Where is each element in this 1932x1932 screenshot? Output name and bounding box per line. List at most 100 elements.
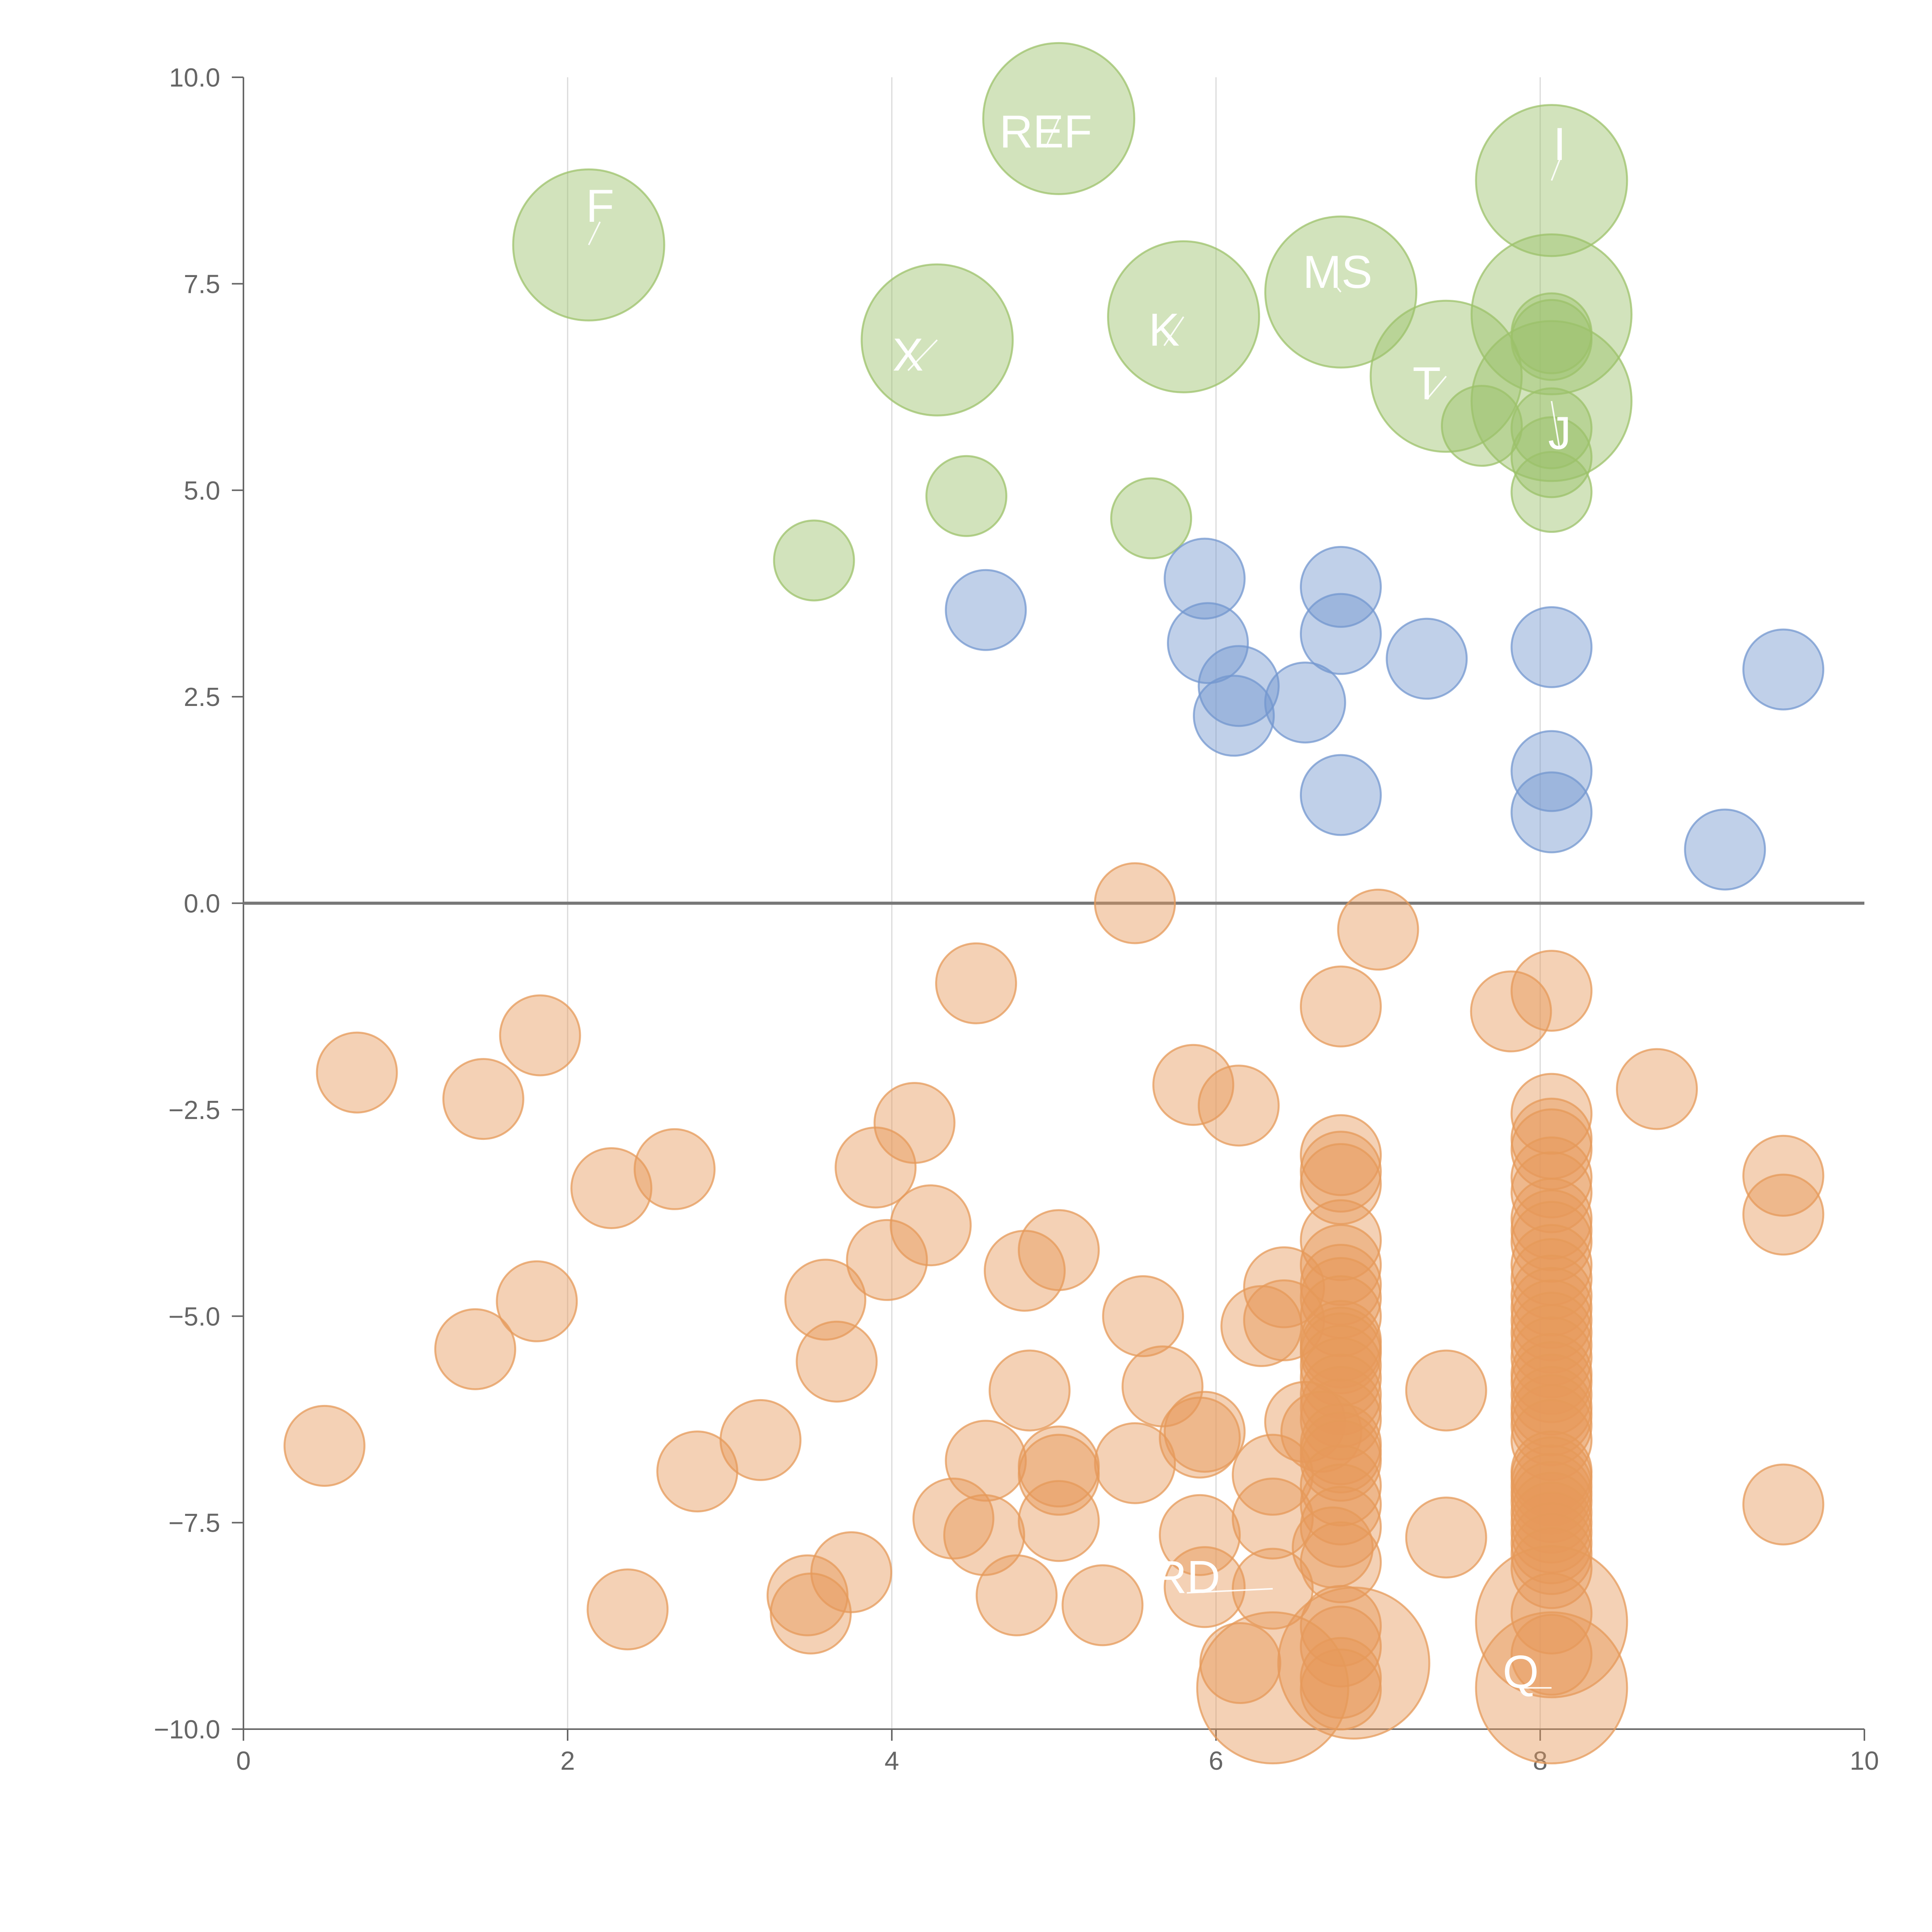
scatter-point-orange: [1300, 1486, 1382, 1568]
scatter-point-orange: [784, 1259, 867, 1341]
annotation-label: REF: [1000, 106, 1092, 158]
annotation-label: I: [1553, 118, 1566, 170]
scatter-point-orange: [1405, 1497, 1487, 1579]
x-tick-label: 6: [1209, 1746, 1223, 1776]
scatter-point-blue: [1510, 606, 1593, 688]
annotation-leader: [1551, 401, 1561, 449]
scatter-point-orange: [1475, 1611, 1628, 1765]
scatter-point-orange: [316, 1031, 398, 1114]
scatter-point-blue: [1264, 662, 1346, 744]
x-tick-label: 10: [1850, 1746, 1879, 1776]
scatter-point-orange: [1510, 1572, 1593, 1655]
scatter-point-orange: [1300, 1585, 1382, 1667]
scatter-point-orange: [1510, 1267, 1593, 1349]
scatter-point-blue: [1193, 675, 1275, 757]
scatter-point-orange: [983, 1230, 1066, 1312]
scatter-point-orange: [846, 1219, 928, 1301]
scatter-point-green: [1510, 387, 1593, 469]
scatter-point-orange: [1231, 1477, 1314, 1560]
scatter-point-orange: [796, 1320, 878, 1403]
scatter-point-orange: [633, 1128, 716, 1210]
scatter-point-orange: [1510, 1316, 1593, 1399]
scatter-point-green: [1440, 385, 1523, 467]
scatter-point-orange: [1510, 1354, 1593, 1436]
scatter-point-orange: [1197, 1065, 1280, 1147]
scatter-point-orange: [1510, 1481, 1593, 1564]
scatter-point-orange: [935, 942, 1017, 1024]
annotation-leader: [1551, 160, 1561, 181]
scatter-point-orange: [1337, 888, 1419, 971]
scatter-point-blue: [1510, 730, 1593, 812]
scatter-point-orange: [1159, 1396, 1241, 1479]
y-tick-label: −7.5: [168, 1509, 220, 1538]
scatter-point-orange: [1742, 1134, 1825, 1217]
scatter-point-orange: [1300, 1648, 1382, 1731]
scatter-point-orange: [1163, 1546, 1246, 1628]
scatter-point-orange: [889, 1184, 972, 1267]
scatter-point-orange: [434, 1308, 516, 1390]
scatter-point-orange: [766, 1554, 849, 1636]
annotation-label: K: [1149, 304, 1180, 356]
annotation-label: F: [586, 180, 614, 232]
scatter-point-orange: [1510, 1461, 1593, 1543]
scatter-point-orange: [1220, 1285, 1303, 1367]
annotation-label: RD: [1153, 1551, 1220, 1603]
scatter-point-orange: [1018, 1434, 1100, 1516]
scatter-point-orange: [976, 1554, 1058, 1636]
y-tick-label: 7.5: [184, 269, 220, 299]
annotation-leader: [588, 221, 601, 245]
scatter-point-green: [1110, 477, 1192, 560]
scatter-point-green: [1470, 233, 1633, 395]
scatter-point-blue: [1684, 808, 1766, 891]
scatter-point-orange: [1616, 1048, 1698, 1130]
scatter-point-orange: [1163, 1391, 1246, 1473]
annotation-leader: [1187, 1588, 1273, 1594]
y-tick-label: −10.0: [154, 1715, 220, 1744]
y-tick-label: −5.0: [168, 1302, 220, 1331]
scatter-point-orange: [1742, 1463, 1825, 1546]
scatter-point-orange: [1475, 1545, 1628, 1699]
scatter-point-blue: [1163, 537, 1246, 620]
scatter-point-orange: [1300, 1605, 1382, 1688]
scatter-point-blue: [1300, 546, 1382, 628]
scatter-point-orange: [1300, 1420, 1382, 1502]
annotation-label: MS: [1303, 246, 1372, 298]
scatter-point-orange: [1470, 970, 1552, 1053]
scatter-point-orange: [1300, 1354, 1382, 1436]
annotation-leader: [1426, 376, 1447, 400]
scatter-point-orange: [835, 1126, 917, 1209]
scatter-point-blue: [1510, 771, 1593, 854]
scatter-point-orange: [1061, 1564, 1144, 1646]
scatter-point-orange: [1510, 1178, 1593, 1260]
scatter-point-orange: [770, 1572, 852, 1655]
scatter-point-green: [925, 455, 1007, 537]
annotation-label: X: [893, 329, 923, 381]
scatter-point-orange: [1300, 1463, 1382, 1546]
annotation-leader: [907, 339, 938, 371]
scatter-point-orange: [1510, 1254, 1593, 1337]
scatter-point-orange: [499, 994, 581, 1077]
scatter-point-blue: [1167, 602, 1249, 684]
scatter-point-blue: [1386, 617, 1468, 700]
scatter-point-orange: [1405, 1349, 1487, 1432]
scatter-point-orange: [1510, 950, 1593, 1032]
scatter-point-blue: [1742, 628, 1825, 711]
scatter-point-blue: [945, 569, 1027, 651]
scatter-point-orange: [1300, 1337, 1382, 1419]
scatter-point-orange: [1300, 1114, 1382, 1196]
scatter-point-orange: [1300, 1521, 1382, 1604]
x-tick-label: 0: [236, 1746, 251, 1776]
scatter-point-orange: [1300, 1199, 1382, 1281]
scatter-point-orange: [943, 1494, 1026, 1576]
annotation-label: J: [1548, 407, 1571, 459]
scatter-point-orange: [1510, 1073, 1593, 1155]
scatter-point-orange: [283, 1405, 366, 1487]
scatter-point-green: [773, 519, 855, 602]
scatter-point-orange: [496, 1260, 578, 1342]
scatter-point-orange: [1199, 1622, 1281, 1704]
scatter-point-orange: [1102, 1275, 1184, 1357]
scatter-point-green: [1510, 299, 1593, 381]
x-tick-label: 2: [560, 1746, 575, 1776]
